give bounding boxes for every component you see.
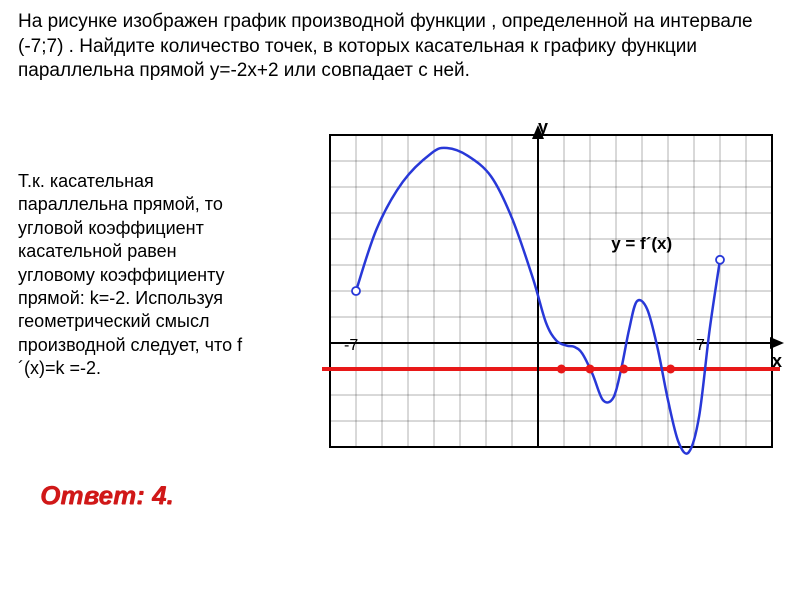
derivative-chart: y x y = f´(x) -7 7 [320, 125, 800, 482]
xmax-label: 7 [696, 337, 705, 355]
problem-text: На рисунке изображен график производной … [18, 10, 788, 84]
xmin-label: -7 [344, 337, 358, 355]
answer-text: Ответ: 4. [40, 480, 174, 511]
x-axis-label: x [772, 351, 782, 372]
y-axis-label: y [538, 117, 548, 138]
explanation-text: Т.к. касательная параллельна прямой, то … [18, 170, 258, 381]
function-label: y = f´(x) [611, 234, 672, 254]
chart-svg [320, 125, 800, 477]
